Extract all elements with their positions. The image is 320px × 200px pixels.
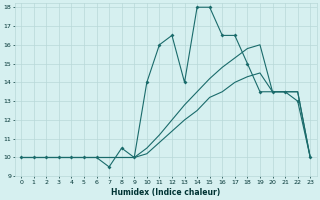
X-axis label: Humidex (Indice chaleur): Humidex (Indice chaleur) [111, 188, 220, 197]
